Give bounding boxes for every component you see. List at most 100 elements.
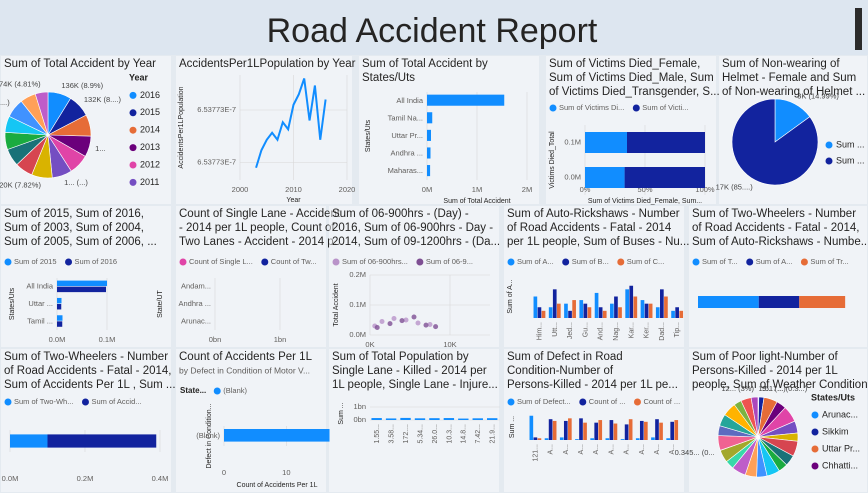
y-tick-label: Uttar ...	[28, 299, 53, 308]
legend-swatch	[81, 398, 89, 406]
panel-title: Sum of Auto-Rickshaws - Numbe...	[692, 236, 868, 248]
scatter-point	[415, 320, 421, 326]
bar-segment	[624, 167, 705, 188]
y-axis-title: State/UT	[157, 289, 164, 317]
bar	[427, 94, 505, 106]
pie-slice	[731, 98, 819, 186]
column	[564, 303, 568, 318]
x-axis-title: Sum of Victims Died_Female, Sum...	[588, 198, 702, 205]
column	[472, 418, 483, 420]
bar	[427, 112, 433, 124]
x-axis-title: Sum of Total Accident	[443, 198, 510, 205]
y-tick-label: 1bn	[353, 402, 366, 411]
column	[548, 307, 553, 318]
legend-swatch	[800, 258, 808, 266]
bar	[57, 321, 63, 327]
x-tick-label: 3.58...	[389, 424, 396, 444]
column	[664, 296, 668, 318]
data-label: 74K (4.81%)	[0, 80, 41, 89]
column	[590, 438, 594, 440]
legend-label: Uttar Pr...	[822, 443, 860, 453]
panel-title: of Victims Died_Transgender, S...	[549, 86, 720, 98]
legend-label: Sum of T...	[702, 257, 738, 266]
panel-title: States/Uts	[362, 72, 415, 84]
legend-label: Sum of Two-Wh...	[14, 397, 73, 406]
legend-label: Count of Tw...	[271, 257, 317, 266]
column	[679, 310, 684, 318]
column	[579, 300, 584, 318]
bar	[224, 429, 330, 442]
panel-title: of Road Accidents - Fatal - 2014,	[692, 222, 859, 234]
x-tick-label: 0.1M	[99, 335, 116, 344]
panel-title: Persons-Killed - 2014 per 1L	[692, 365, 838, 377]
scatter-point	[379, 319, 385, 324]
panel-title: of Non-wearing of Helmet ...	[722, 86, 865, 98]
panel-title: 2014, Sum of 09-1200hrs - (Da...	[332, 236, 500, 248]
scatter-point	[427, 322, 433, 327]
scatter-point	[387, 321, 393, 327]
y-tick-label: Andhra ...	[178, 299, 211, 308]
data-label: 1... (...)	[64, 178, 88, 187]
column	[572, 300, 576, 318]
column	[400, 417, 411, 420]
legend-label: Sum of 2016	[75, 257, 118, 266]
y-tick-label: All India	[26, 282, 54, 291]
panel-title: 2016, Sum of 06-900hrs - Day -	[332, 222, 493, 234]
y-tick-label: 0.1M	[349, 300, 366, 309]
panel-title: Sum of 2003, Sum of 2004,	[4, 222, 144, 234]
panel-title: 1L people, Single Lane - Injure...	[332, 379, 498, 391]
panel-title: of Road Accidents - Fatal - 2014,	[4, 365, 171, 377]
column	[458, 418, 469, 420]
column	[371, 418, 382, 420]
legend-label: Sum of Accid...	[91, 397, 141, 406]
column	[568, 310, 572, 318]
y-tick-label: 0.0M	[349, 330, 366, 339]
x-tick-label: 50%	[637, 185, 652, 194]
legend-swatch	[811, 428, 819, 436]
legend-label: Sum of 06-9...	[426, 257, 473, 266]
legend-swatch	[549, 104, 557, 112]
column	[537, 438, 542, 440]
panel	[1, 349, 171, 492]
column	[655, 419, 659, 440]
x-tick-label: 0K	[365, 340, 374, 349]
y-tick-label: Andhra ...	[390, 149, 423, 158]
legend-label: Count of ...	[643, 397, 680, 406]
column	[556, 303, 561, 318]
legend-swatch	[129, 91, 137, 99]
x-tick-label: A...	[669, 444, 676, 455]
column	[624, 424, 629, 440]
y-tick-label: Uttar Pr...	[391, 131, 423, 140]
x-tick-label: 0.0M	[49, 335, 66, 344]
x-tick-label: 2010	[285, 185, 302, 194]
column	[644, 421, 648, 440]
column	[414, 418, 426, 420]
column	[559, 437, 564, 440]
x-tick-label: A...	[639, 444, 646, 455]
scatter-point	[399, 318, 405, 324]
x-tick-label: Kar...	[628, 322, 635, 338]
y-tick-label: Maharas...	[388, 166, 423, 175]
scatter-point	[403, 317, 409, 323]
data-label: 12... (3%)	[721, 384, 754, 393]
column	[548, 419, 553, 440]
x-tick-label: 100%	[695, 185, 715, 194]
data-label: 9... (...)	[762, 384, 786, 393]
panel-title: Sum of Accidents Per 1L , Sum ...	[4, 379, 176, 391]
legend-label: 2014	[140, 125, 160, 135]
column	[533, 296, 538, 318]
panel-title: Sum of Two-Wheelers - Number	[4, 351, 168, 363]
panel-title: Sum of Victims Died_Male, Sum	[549, 72, 714, 84]
legend-label: Sikkim	[822, 426, 849, 436]
bar	[427, 147, 431, 159]
legend-label: 2013	[140, 142, 160, 152]
x-tick-label: And...	[598, 322, 605, 340]
y-axis-title: Sum ...	[338, 402, 345, 424]
y-tick-label: Arunac...	[181, 316, 211, 325]
column	[651, 437, 655, 440]
column	[635, 438, 640, 440]
legend-label: Sum of C...	[627, 257, 665, 266]
column	[429, 418, 440, 420]
y-tick-label: 0.1M	[564, 137, 581, 146]
legend-label: 2011	[140, 177, 159, 187]
